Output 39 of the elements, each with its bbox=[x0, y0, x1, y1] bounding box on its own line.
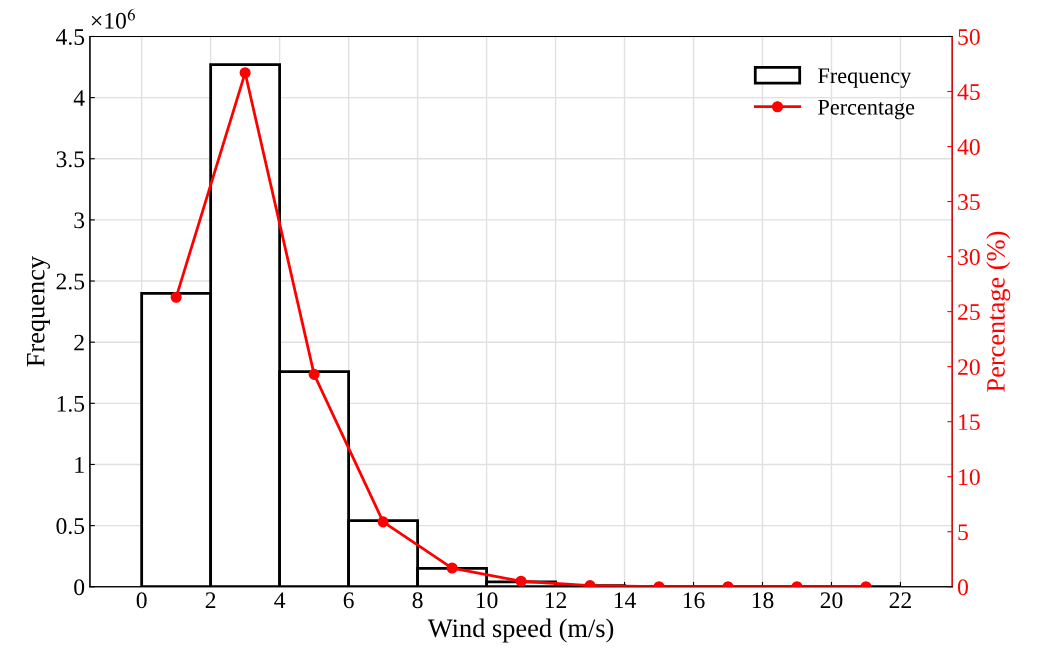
y-tick-label: 2.5 bbox=[56, 273, 85, 290]
x-tick-label: 22 bbox=[889, 592, 911, 608]
x-tick-label: 2 bbox=[205, 592, 216, 608]
y2-tick-label: 25 bbox=[958, 304, 980, 321]
y-tick-label: 4.5 bbox=[56, 29, 85, 45]
x-tick-label: 18 bbox=[752, 592, 774, 609]
legend-label: Frequency bbox=[818, 68, 912, 88]
x-tick-label: 4 bbox=[274, 592, 286, 608]
legend-label: Percentage bbox=[818, 99, 915, 120]
y2-tick-label: 35 bbox=[958, 194, 980, 210]
y-axis-title: Frequency bbox=[27, 256, 50, 367]
y2-axis-title: Percentage (%) bbox=[986, 231, 1011, 392]
y-tick-label: 1 bbox=[75, 457, 84, 473]
y2-tick-label: 50 bbox=[958, 28, 980, 45]
x-tick-label: 12 bbox=[545, 592, 567, 608]
x-tick-label: 8 bbox=[412, 592, 423, 609]
x-tick-label: 16 bbox=[683, 592, 705, 609]
x-tick-label: 14 bbox=[614, 592, 636, 608]
x-tick-label: 20 bbox=[820, 592, 843, 609]
y2-tick-label: 0 bbox=[957, 579, 968, 596]
y-tick-label: 3 bbox=[74, 212, 85, 229]
y-tick-label: 3.5 bbox=[56, 151, 85, 168]
y2-tick-label: 30 bbox=[958, 249, 980, 266]
y-tick-label: 1.5 bbox=[57, 395, 85, 412]
x-tick-label: 6 bbox=[343, 592, 354, 609]
text: ×10$^{6}$ bbox=[91, 8, 135, 29]
x-tick-label: 10 bbox=[476, 592, 498, 609]
y2-tick-label: 15 bbox=[959, 414, 980, 431]
y-tick-label: 0 bbox=[74, 579, 85, 596]
y-tick-label: 4 bbox=[73, 90, 85, 106]
y2-tick-label: 45 bbox=[957, 84, 980, 100]
x-tick-label: 0 bbox=[136, 592, 147, 609]
y-tick-label: 0.5 bbox=[56, 518, 85, 535]
y2-tick-label: 10 bbox=[959, 469, 980, 486]
y2-tick-label: 20 bbox=[958, 359, 980, 376]
x-axis-title: Wind speed (m/s) bbox=[427, 618, 614, 643]
y2-tick-label: 5 bbox=[958, 524, 968, 541]
y-tick-label: 2 bbox=[74, 334, 84, 351]
y2-tick-label: 40 bbox=[957, 139, 980, 155]
